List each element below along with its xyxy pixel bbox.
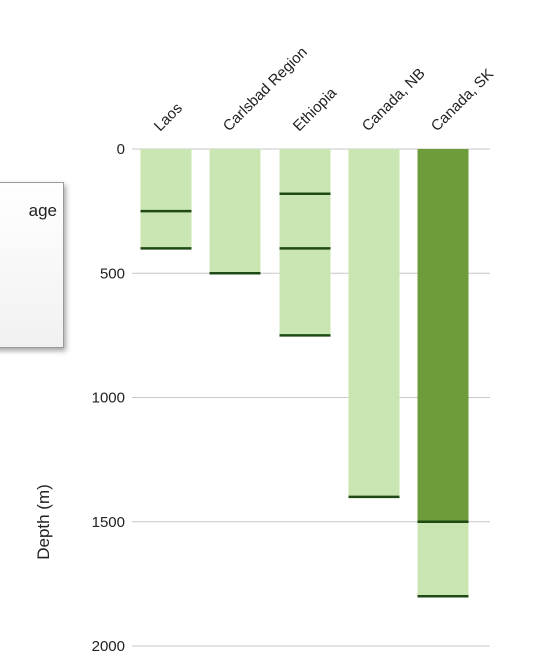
category-label: Canada, SK (428, 66, 497, 135)
category-label: Canada, NB (359, 65, 429, 135)
y-tick-labels: 0 500 1000 1500 2000 (92, 141, 125, 655)
y-tick-label: 2000 (92, 638, 125, 655)
legend-box: age (0, 182, 64, 348)
y-tick-label: 1000 (92, 390, 125, 407)
category-label: Ethiopia (290, 84, 341, 135)
y-tick-label: 1500 (92, 514, 125, 531)
y-axis-label: Depth (m) (34, 484, 53, 560)
bar-segment (140, 149, 192, 249)
bar-segment (279, 149, 331, 336)
category-label: Laos (151, 100, 186, 135)
bar-segment (417, 521, 469, 597)
bar-segment (209, 149, 261, 274)
y-tick-label: 0 (117, 141, 125, 158)
y-tick-label: 500 (100, 265, 125, 282)
bar-segment (348, 149, 400, 497)
bars (140, 149, 469, 597)
legend-text: age (28, 201, 57, 220)
bar-segment (417, 149, 469, 522)
depth-markers (140, 192, 469, 598)
